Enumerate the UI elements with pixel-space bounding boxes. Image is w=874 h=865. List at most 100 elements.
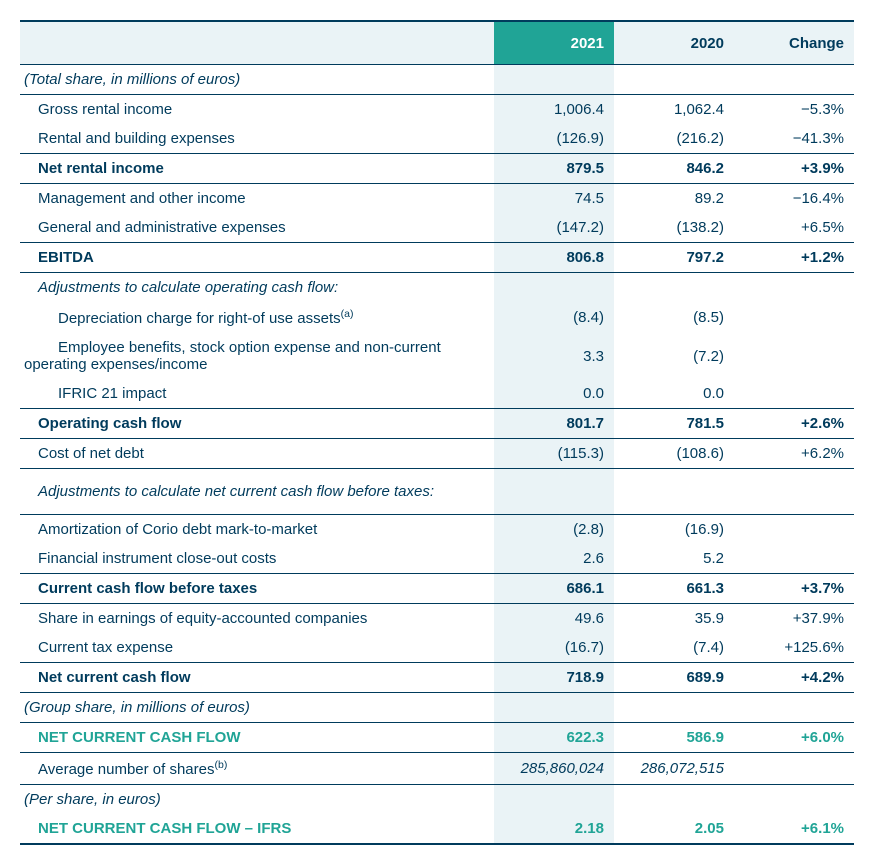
cell-2021 <box>494 65 614 95</box>
header-year-2021: 2021 <box>494 21 614 65</box>
table-row: Adjustments to calculate net current cas… <box>20 477 854 506</box>
cell-2020: 661.3 <box>614 574 734 604</box>
cell-change: −5.3% <box>734 95 854 125</box>
cell-2020: (7.2) <box>614 333 734 379</box>
row-label: Adjustments to calculate operating cash … <box>20 273 494 303</box>
cell-2021: 285,860,024 <box>494 753 614 785</box>
cell-2020: 89.2 <box>614 184 734 214</box>
cell-change <box>734 477 854 506</box>
table-row <box>20 469 854 478</box>
table-row: Share in earnings of equity-accounted co… <box>20 604 854 634</box>
cell-change: +2.6% <box>734 409 854 439</box>
cell-2020 <box>614 477 734 506</box>
header-year-2020: 2020 <box>614 21 734 65</box>
row-label: Average number of shares(b) <box>20 753 494 785</box>
table-row: IFRIC 21 impact0.00.0 <box>20 379 854 409</box>
cell-2021: 718.9 <box>494 663 614 693</box>
cell-2021: (126.9) <box>494 124 614 154</box>
cell-2021: 49.6 <box>494 604 614 634</box>
row-label: NET CURRENT CASH FLOW <box>20 723 494 753</box>
cell-change <box>734 379 854 409</box>
cell-2020: (138.2) <box>614 213 734 243</box>
cell-2020: 5.2 <box>614 544 734 574</box>
cell-change: +37.9% <box>734 604 854 634</box>
cell-2020: 797.2 <box>614 243 734 273</box>
row-label: Depreciation charge for right-of use ass… <box>20 302 494 333</box>
cell-2021: (8.4) <box>494 302 614 333</box>
row-label: (Total share, in millions of euros) <box>20 65 494 95</box>
cell-change: −41.3% <box>734 124 854 154</box>
cell-change: +6.5% <box>734 213 854 243</box>
table-row: Current cash flow before taxes686.1661.3… <box>20 574 854 604</box>
cell-2020 <box>614 785 734 815</box>
table-row: General and administrative expenses(147.… <box>20 213 854 243</box>
row-label: (Group share, in millions of euros) <box>20 693 494 723</box>
cell-change: −16.4% <box>734 184 854 214</box>
cell-2021: (2.8) <box>494 515 614 545</box>
cell-2020: 781.5 <box>614 409 734 439</box>
row-label: IFRIC 21 impact <box>20 379 494 409</box>
cell-2021: 686.1 <box>494 574 614 604</box>
cell-2020: 2.05 <box>614 814 734 844</box>
row-label: Share in earnings of equity-accounted co… <box>20 604 494 634</box>
cell-2020: (8.5) <box>614 302 734 333</box>
cell-2021 <box>494 273 614 303</box>
row-label: Net current cash flow <box>20 663 494 693</box>
row-label: Adjustments to calculate net current cas… <box>20 477 494 506</box>
table-row: Current tax expense(16.7)(7.4)+125.6% <box>20 633 854 663</box>
table-row: Gross rental income1,006.41,062.4−5.3% <box>20 95 854 125</box>
table-row: Cost of net debt(115.3)(108.6)+6.2% <box>20 439 854 469</box>
cell-change <box>734 515 854 545</box>
cell-change: +1.2% <box>734 243 854 273</box>
row-label: EBITDA <box>20 243 494 273</box>
cell-2020: (216.2) <box>614 124 734 154</box>
cell-2020 <box>614 65 734 95</box>
cell-2020: 0.0 <box>614 379 734 409</box>
cell-change: +6.2% <box>734 439 854 469</box>
cell-2021: 1,006.4 <box>494 95 614 125</box>
cell-change <box>734 65 854 95</box>
cell-2020 <box>614 273 734 303</box>
table-row: Management and other income74.589.2−16.4… <box>20 184 854 214</box>
cell-2020: 286,072,515 <box>614 753 734 785</box>
table-row: Amortization of Corio debt mark-to-marke… <box>20 515 854 545</box>
cell-2021 <box>494 785 614 815</box>
header-change: Change <box>734 21 854 65</box>
financial-table-container: 2021 2020 Change (Total share, in millio… <box>20 20 854 845</box>
cell-change: +3.9% <box>734 154 854 184</box>
row-label: Current tax expense <box>20 633 494 663</box>
cell-change: +6.1% <box>734 814 854 844</box>
cell-2020: 586.9 <box>614 723 734 753</box>
cell-2020: 846.2 <box>614 154 734 184</box>
cell-2021: (147.2) <box>494 213 614 243</box>
cell-change <box>734 273 854 303</box>
row-label: General and administrative expenses <box>20 213 494 243</box>
cell-2021: 3.3 <box>494 333 614 379</box>
table-row: Net rental income879.5846.2+3.9% <box>20 154 854 184</box>
row-label: Net rental income <box>20 154 494 184</box>
table-row: NET CURRENT CASH FLOW – IFRS2.182.05+6.1… <box>20 814 854 844</box>
table-row: Net current cash flow718.9689.9+4.2% <box>20 663 854 693</box>
financial-table: 2021 2020 Change (Total share, in millio… <box>20 20 854 845</box>
row-label: Cost of net debt <box>20 439 494 469</box>
table-row: EBITDA806.8797.2+1.2% <box>20 243 854 273</box>
row-label: Financial instrument close-out costs <box>20 544 494 574</box>
cell-2021: 2.18 <box>494 814 614 844</box>
table-row: NET CURRENT CASH FLOW622.3586.9+6.0% <box>20 723 854 753</box>
cell-2020: 35.9 <box>614 604 734 634</box>
table-row <box>20 506 854 515</box>
row-label: (Per share, in euros) <box>20 785 494 815</box>
cell-2020 <box>614 693 734 723</box>
table-row: (Per share, in euros) <box>20 785 854 815</box>
cell-change: +3.7% <box>734 574 854 604</box>
cell-2021: 2.6 <box>494 544 614 574</box>
table-row: (Total share, in millions of euros) <box>20 65 854 95</box>
cell-2021: (115.3) <box>494 439 614 469</box>
table-row: Rental and building expenses(126.9)(216.… <box>20 124 854 154</box>
row-label: Rental and building expenses <box>20 124 494 154</box>
table-row: (Group share, in millions of euros) <box>20 693 854 723</box>
row-label: Gross rental income <box>20 95 494 125</box>
cell-2021: 801.7 <box>494 409 614 439</box>
cell-2020: (108.6) <box>614 439 734 469</box>
cell-change <box>734 544 854 574</box>
